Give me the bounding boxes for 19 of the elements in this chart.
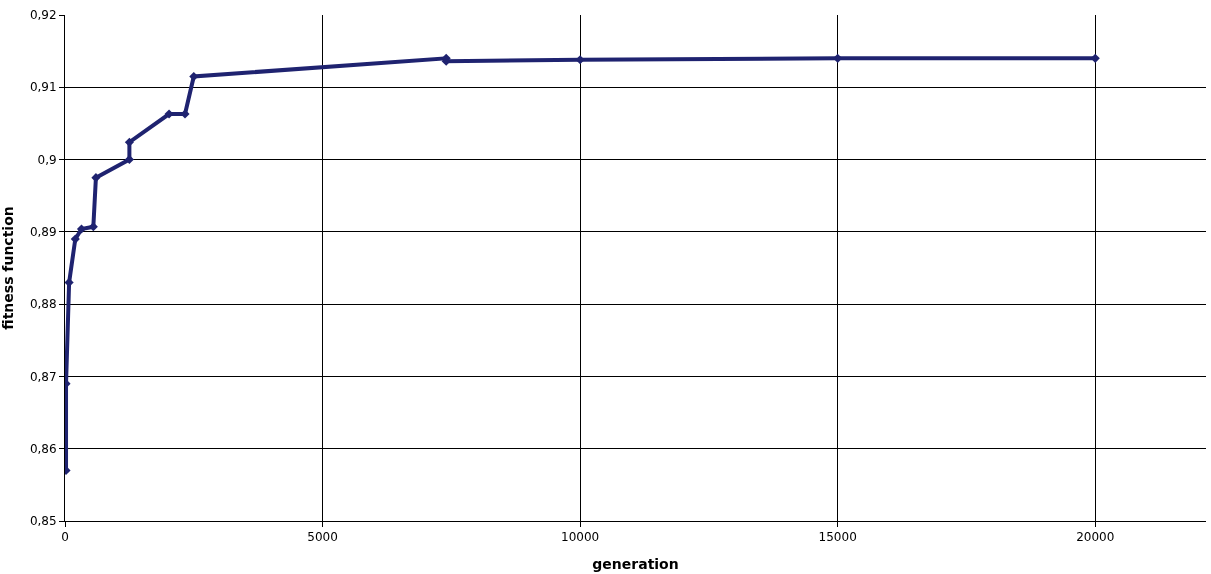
- y-tick-label: 0,85: [29, 514, 57, 529]
- y-tick-label: 0,86: [29, 441, 57, 456]
- point: [124, 137, 134, 147]
- point: [124, 155, 134, 165]
- x-tick-label: 20000: [1076, 530, 1115, 545]
- y-tick-label: 0,9: [37, 152, 57, 167]
- y-tick-label: 0,92: [29, 8, 57, 23]
- x-axis-title: generation: [592, 555, 679, 572]
- y-tick-label: 0,91: [29, 80, 57, 95]
- x-tick-label: 10000: [561, 530, 600, 545]
- y-tick-label: 0,87: [29, 369, 57, 384]
- point: [88, 222, 98, 232]
- x-tick-label: 0: [61, 530, 69, 545]
- y-tick-label: 0,89: [29, 225, 57, 240]
- x-tick-label: 15000: [818, 530, 857, 545]
- y-axis-title: fitness function: [0, 206, 16, 330]
- y-tick-label: 0,88: [29, 297, 57, 312]
- point: [70, 234, 80, 244]
- x-tick-label: 5000: [307, 530, 338, 545]
